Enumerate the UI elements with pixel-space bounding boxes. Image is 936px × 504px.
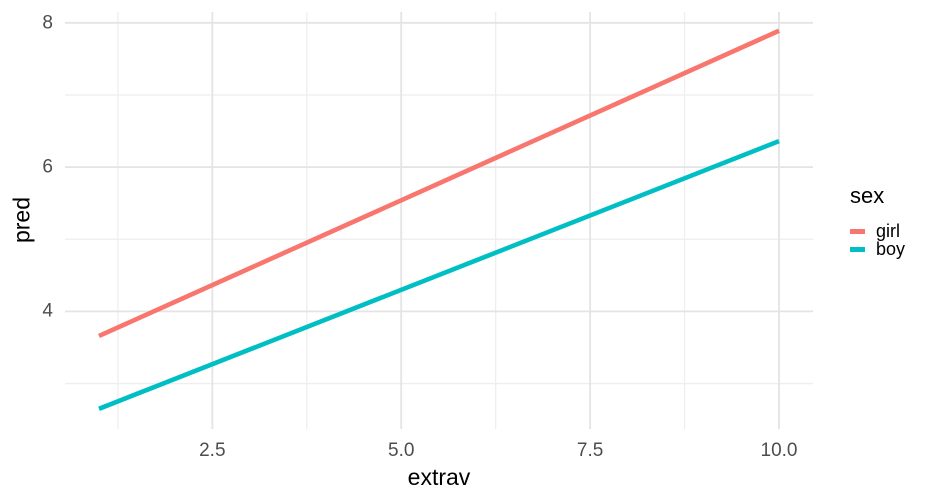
y-tick-label: 4 <box>42 300 53 322</box>
legend-item-label: boy <box>876 239 906 259</box>
y-axis-title: pred <box>8 196 35 244</box>
y-tick-label: 6 <box>42 156 53 178</box>
legend-item-label: girl <box>876 221 901 241</box>
x-tick-label: 7.5 <box>576 440 604 461</box>
legend-title: sex <box>850 183 885 208</box>
x-tick-label: 5.0 <box>388 440 415 461</box>
x-tick-label: 10.0 <box>760 440 798 461</box>
y-tick-label: 8 <box>42 12 53 34</box>
legend-item-girl: girl <box>850 222 905 240</box>
legend: sex girl boy <box>850 185 905 258</box>
legend-items: girl boy <box>850 222 905 258</box>
series-line-girl <box>98 28 780 339</box>
x-tick-label: 2.5 <box>199 440 226 461</box>
legend-key-line-icon <box>850 228 865 234</box>
legend-key-line-icon <box>850 246 865 252</box>
x-axis-title: extrav <box>407 464 471 490</box>
legend-item-boy: boy <box>850 240 905 258</box>
series-line-boy <box>98 138 780 411</box>
